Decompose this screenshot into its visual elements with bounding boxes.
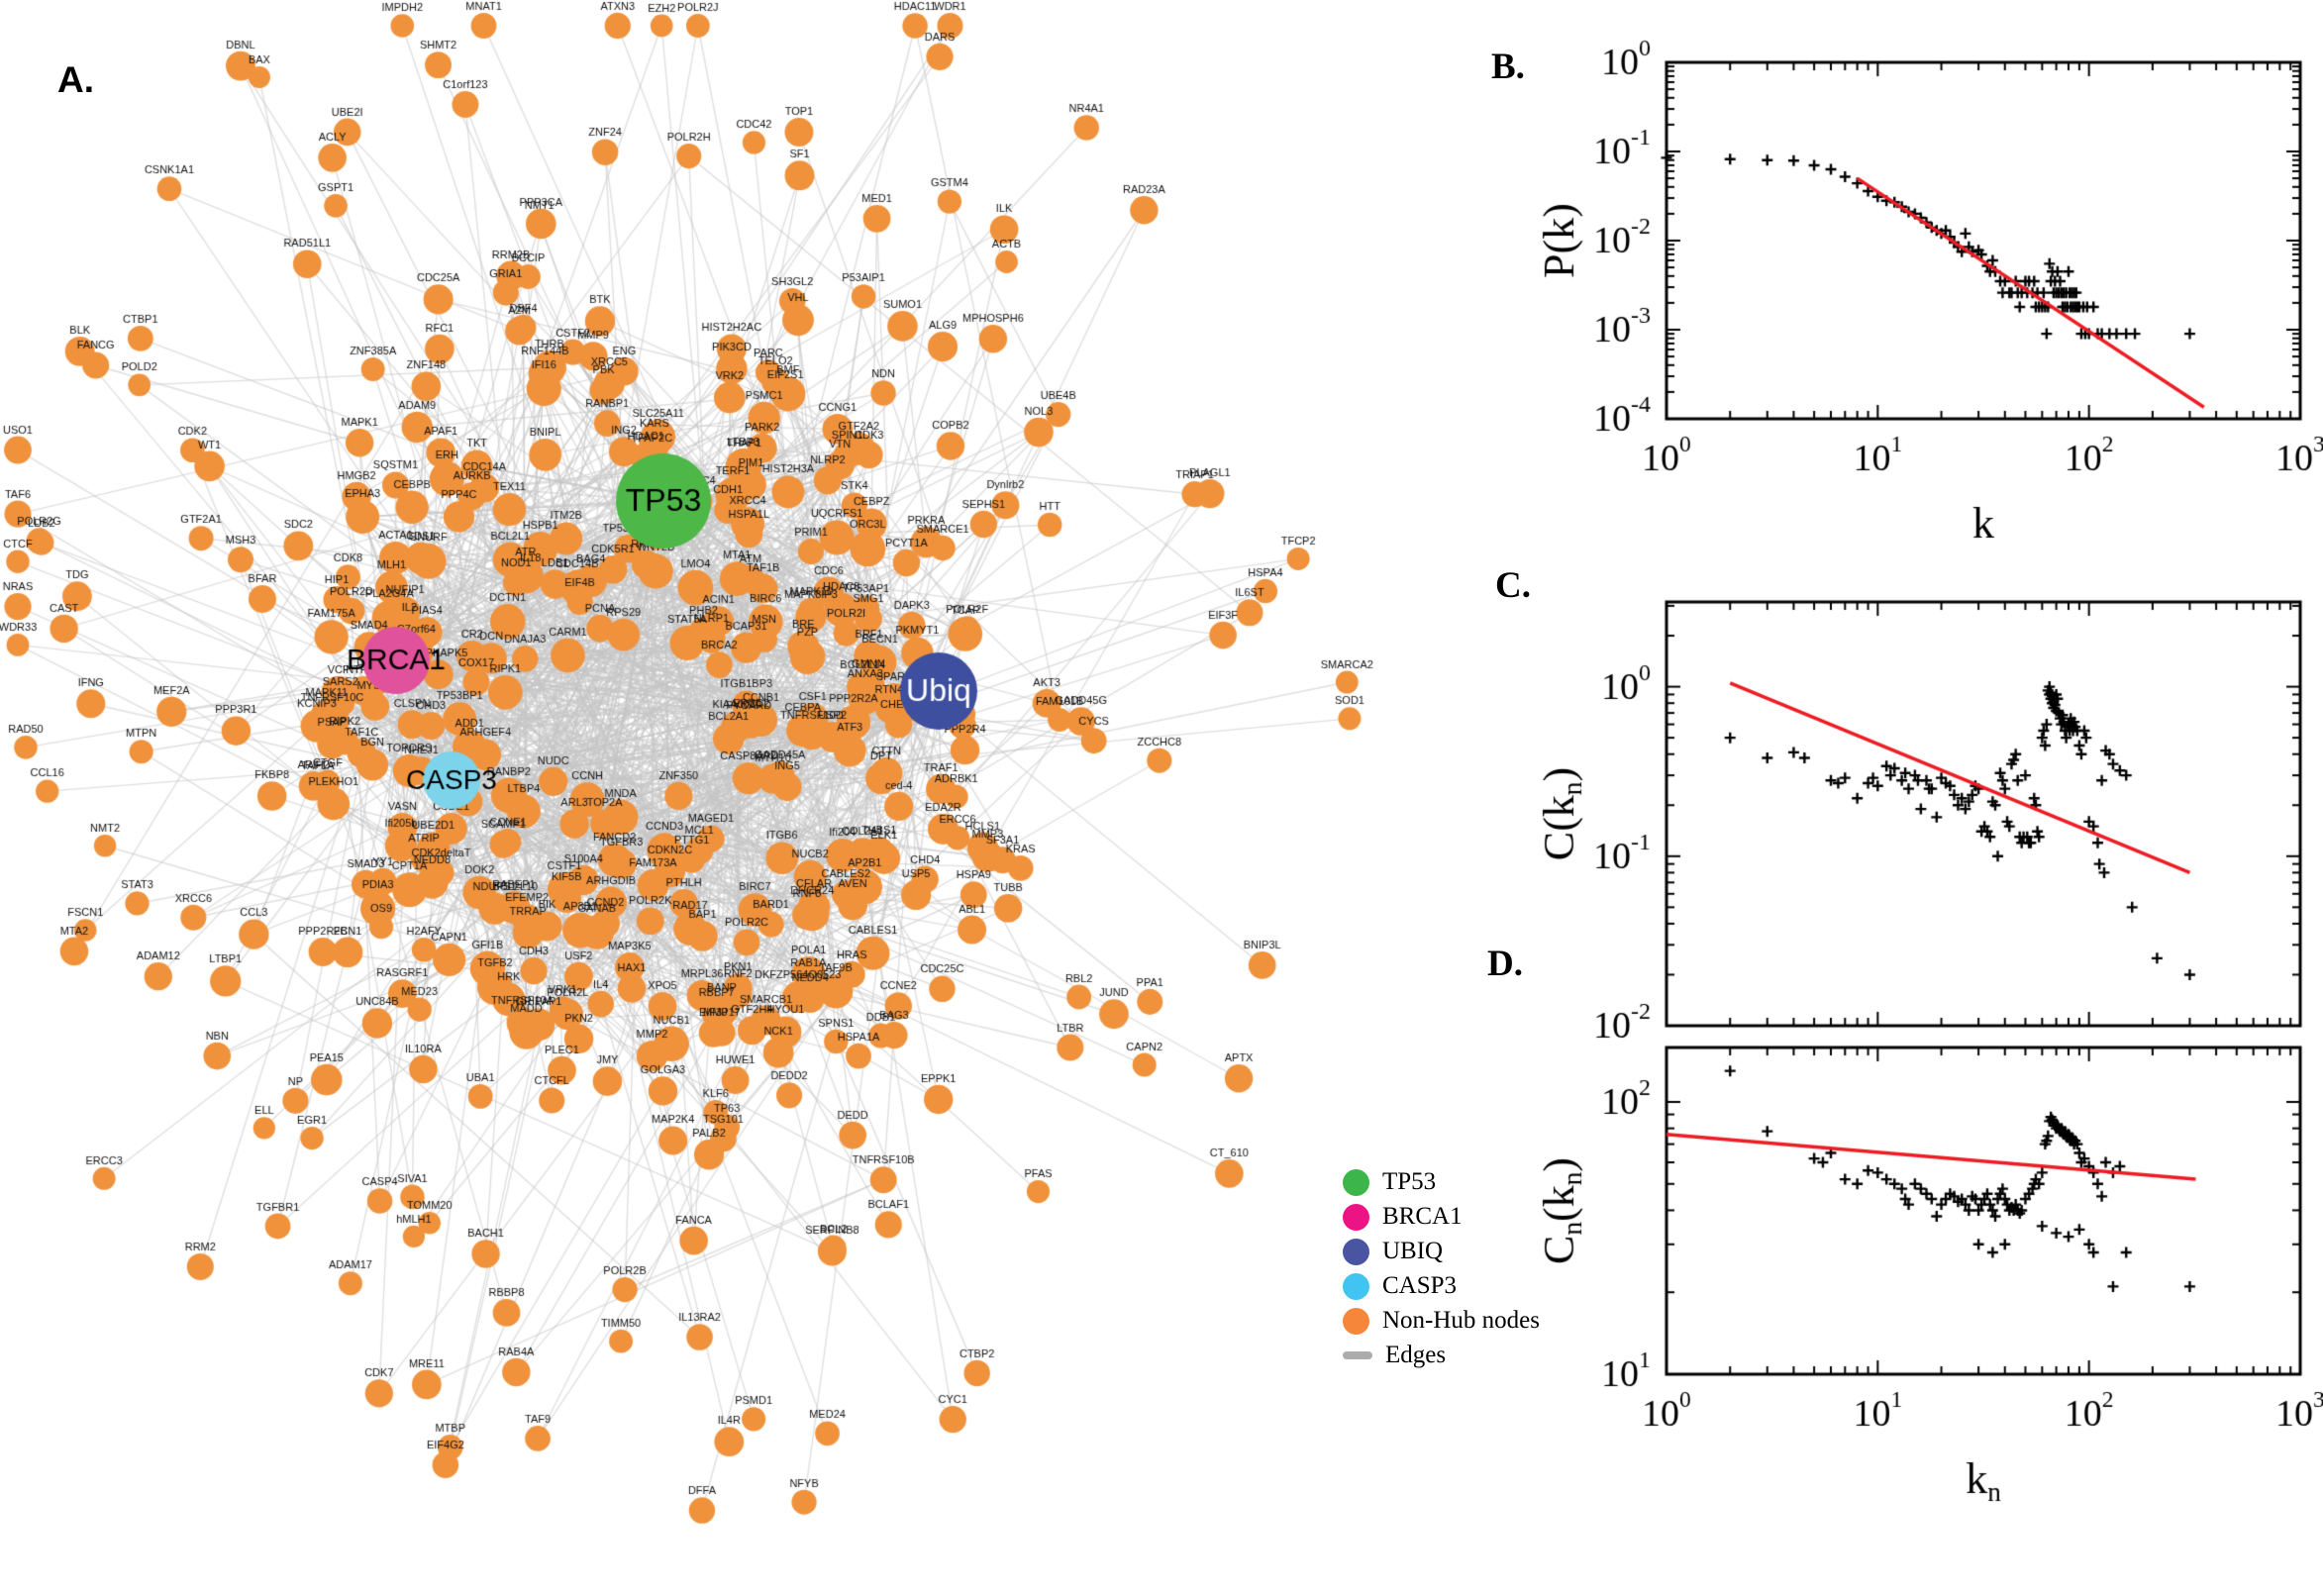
node-swatch-icon — [1343, 1272, 1369, 1300]
panel-c-label: C. — [1495, 565, 1531, 606]
legend-label: Non-Hub nodes — [1382, 1307, 1541, 1334]
legend-item-tp53: TP53 — [1343, 1168, 1540, 1196]
legend-label: TP53 — [1382, 1168, 1437, 1195]
edge-swatch-icon — [1343, 1351, 1372, 1359]
node-swatch-icon — [1343, 1168, 1369, 1196]
network-legend: TP53 BRCA1 UBIQ CASP3 Non-Hub nodes Edges — [1343, 1168, 1540, 1369]
legend-label: Edges — [1385, 1342, 1447, 1368]
node-swatch-icon — [1343, 1238, 1369, 1265]
legend-item-ubiq: UBIQ — [1343, 1238, 1540, 1265]
legend-item-brca1: BRCA1 — [1343, 1203, 1540, 1231]
legend-label: UBIQ — [1382, 1238, 1444, 1264]
legend-label: CASP3 — [1382, 1272, 1458, 1299]
node-swatch-icon — [1343, 1307, 1369, 1335]
panel-d-label: D. — [1487, 944, 1523, 984]
panel-b-label: B. — [1491, 47, 1525, 87]
legend-item-edges: Edges — [1343, 1342, 1540, 1369]
legend-item-non-hub-nodes: Non-Hub nodes — [1343, 1307, 1540, 1335]
legend-label: BRCA1 — [1382, 1203, 1463, 1230]
legend-item-casp3: CASP3 — [1343, 1272, 1540, 1300]
node-swatch-icon — [1343, 1203, 1369, 1231]
panel-a-label: A. — [57, 59, 94, 100]
